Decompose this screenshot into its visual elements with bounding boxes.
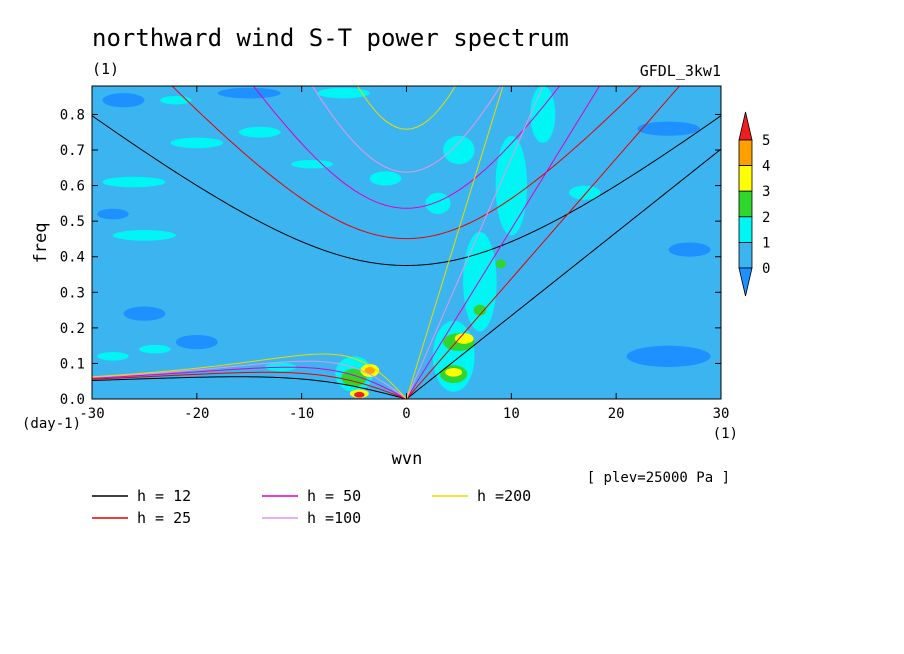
contour-region — [112, 230, 176, 241]
kelvin-curve — [406, 86, 544, 399]
rossby-curve — [92, 360, 407, 399]
contour-region — [473, 304, 487, 316]
kelvin-curve — [406, 148, 721, 399]
legend-label: h = 12 — [137, 487, 191, 505]
contour-region — [291, 159, 334, 169]
contour-region — [102, 176, 166, 188]
contour-region — [443, 135, 475, 165]
contour-region — [668, 242, 711, 257]
contour-region — [637, 121, 701, 136]
kelvin-curve — [406, 86, 504, 399]
gravity-curve — [311, 86, 502, 173]
colorbar-label: 0 — [762, 261, 770, 277]
gravity-curve — [357, 86, 456, 130]
x-tick-label: -20 — [184, 406, 209, 422]
rossby-curve — [92, 353, 407, 399]
y-tick-label: 0.7 — [60, 143, 85, 159]
kelvin-curve — [406, 86, 681, 399]
contour-region — [175, 334, 218, 350]
contour-region — [102, 93, 145, 108]
legend-label: h =100 — [307, 509, 361, 527]
contour-region — [568, 185, 601, 200]
contour-region — [364, 366, 376, 375]
colorbar-label: 5 — [762, 133, 770, 149]
x-tick-label: -30 — [79, 406, 104, 422]
gravity-curve — [252, 86, 561, 209]
y-tick-label: 0.5 — [60, 214, 85, 230]
y-tick-label: 0.1 — [60, 356, 85, 372]
colorbar-label: 2 — [762, 210, 770, 226]
colorbar-segment — [738, 190, 753, 218]
y-axis-label: freq — [31, 223, 51, 264]
contour-region — [97, 208, 129, 220]
contour-region — [495, 135, 528, 236]
contour-region — [369, 171, 402, 186]
plot-background — [92, 86, 721, 399]
gravity-curve — [92, 115, 721, 266]
legend-label: h = 25 — [137, 509, 191, 527]
contour-region — [626, 345, 711, 367]
colorbar-segment — [738, 165, 753, 192]
contour-region — [445, 368, 463, 377]
contour-region — [97, 352, 129, 361]
y-tick-label: 0.4 — [60, 250, 85, 266]
colorbar-segment — [738, 139, 753, 167]
colorbar-underflow-arrow — [738, 267, 753, 297]
rossby-curve — [92, 371, 407, 399]
y-unit-label: (day-1) — [22, 416, 81, 432]
colorbar-label: 1 — [762, 235, 770, 251]
x-tick-label: -10 — [289, 406, 314, 422]
colorbar-segment — [738, 241, 753, 269]
x-tick-label: 0 — [402, 406, 410, 422]
contour-region — [425, 192, 451, 215]
y-tick-label: 0.2 — [60, 321, 85, 337]
x-tick-label: 10 — [503, 406, 520, 422]
contour-region — [454, 333, 474, 344]
contour-region — [463, 231, 497, 332]
y-tick-label: 0.8 — [60, 107, 85, 123]
model-label: GFDL_3kw1 — [640, 62, 721, 80]
colorbar-label: 4 — [762, 159, 770, 175]
chart-title: northward wind S-T power spectrum — [92, 24, 569, 52]
x-axis-label: wvn — [392, 449, 423, 469]
contour-region — [354, 391, 365, 398]
contour-region — [530, 86, 556, 143]
legend-label: h =200 — [477, 487, 531, 505]
rossby-curve — [92, 376, 407, 399]
kelvin-curve — [406, 86, 601, 399]
colorbar-label: 3 — [762, 184, 770, 200]
contour-region — [160, 95, 192, 105]
x-tick-label: 20 — [608, 406, 625, 422]
contour-region — [170, 137, 224, 149]
contour-region — [123, 306, 166, 321]
x-tick-label: 30 — [713, 406, 730, 422]
colorbar-segment — [738, 216, 753, 243]
y-tick-label: 0.0 — [60, 392, 85, 408]
contour-region — [139, 344, 171, 354]
x-unit-label: (1) — [713, 426, 738, 442]
level-label: [ plev=25000 Pa ] — [587, 470, 730, 486]
contour-region — [217, 87, 281, 99]
legend-label: h = 50 — [307, 487, 361, 505]
rossby-curve — [92, 366, 407, 399]
contour-region — [238, 126, 281, 138]
contour-region — [317, 87, 370, 99]
units-label: (1) — [92, 60, 119, 78]
y-tick-label: 0.3 — [60, 285, 85, 301]
gravity-curve — [171, 86, 642, 240]
colorbar-overflow-arrow — [738, 111, 753, 141]
y-tick-label: 0.6 — [60, 179, 85, 195]
contour-region — [495, 259, 507, 269]
